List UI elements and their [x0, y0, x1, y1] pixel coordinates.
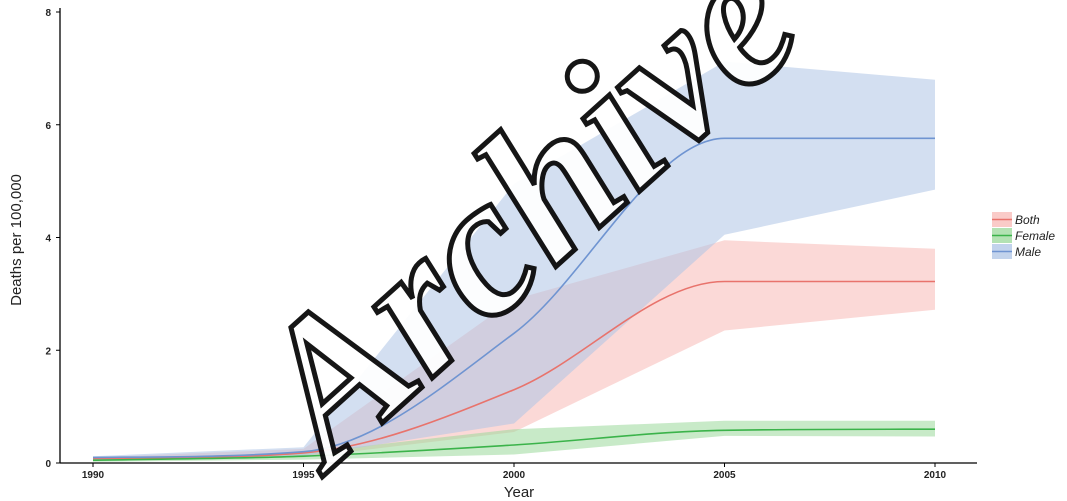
y-tick-label: 2	[45, 346, 51, 357]
x-tick-label: 2010	[924, 470, 947, 481]
band-male	[93, 61, 935, 461]
x-tick-label: 1995	[292, 470, 315, 481]
y-tick-label: 8	[45, 8, 51, 19]
line-both	[92, 280, 935, 460]
y-tick-label: 0	[45, 459, 51, 470]
y-tick-label: 6	[45, 121, 51, 132]
legend: Both Female Male	[992, 212, 1055, 259]
y-axis-title: Deaths per 100,000	[8, 174, 25, 306]
line-male	[92, 137, 935, 459]
line-female	[92, 428, 936, 461]
x-axis-title: Year	[504, 484, 534, 501]
axes	[59, 8, 977, 464]
x-tick-label: 2005	[713, 470, 736, 481]
x-tick-label: 2000	[503, 470, 526, 481]
legend-label-male: Male	[1015, 245, 1041, 259]
series-lines	[92, 137, 936, 461]
legend-label-female: Female	[1015, 229, 1055, 243]
y-ticks: 0 2 4 6 8	[45, 8, 60, 470]
y-tick-label: 4	[45, 234, 51, 245]
legend-label-both: Both	[1015, 213, 1040, 227]
x-ticks: 1990 1995 2000 2005 2010	[82, 463, 947, 481]
x-tick-label: 1990	[82, 470, 105, 481]
